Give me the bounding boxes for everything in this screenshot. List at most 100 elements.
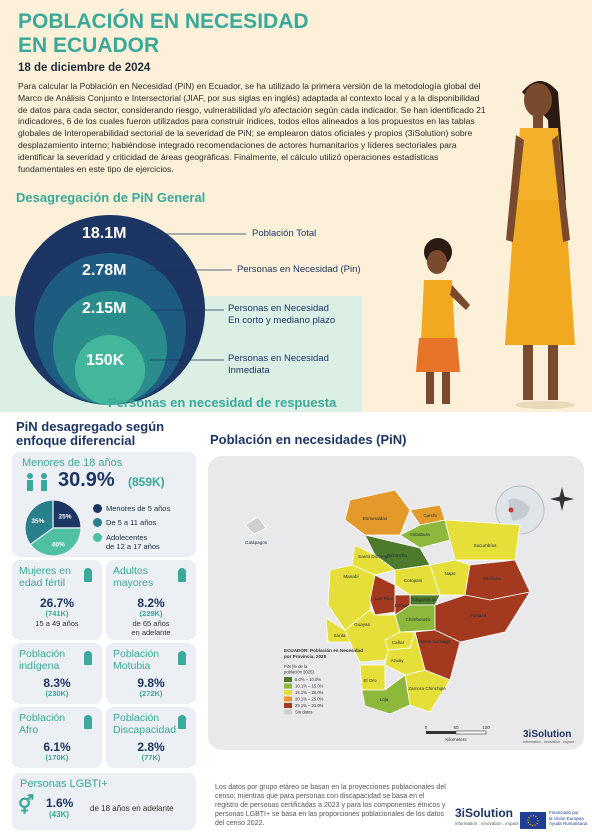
province-label: Tungurahua <box>411 597 436 602</box>
province-label: Pastaza <box>470 613 487 618</box>
circle-immediate <box>75 335 145 405</box>
province-label: Pichincha <box>387 553 407 558</box>
legend-swatch <box>93 533 102 542</box>
legend-label: 25.1% – 31.0% <box>295 703 324 708</box>
woman-neck <box>533 114 543 128</box>
province-label: Santa Elena <box>333 633 358 638</box>
card-title: Discapacidad <box>113 724 177 736</box>
legend-label: Adolecentes <box>106 533 148 542</box>
scale-segment <box>455 730 487 735</box>
date: 18 de diciembre de 2024 <box>18 62 151 74</box>
card-title: Motubia <box>113 660 151 672</box>
card-title: Personas LGBTI+ <box>20 778 108 790</box>
girl-leg <box>426 372 434 404</box>
province-label: Sucumbíos <box>474 543 498 548</box>
girl-skirt <box>416 338 460 372</box>
legend-label: De 5 a 11 años <box>106 518 157 527</box>
province-label: El Oro <box>363 678 376 683</box>
card-percent: 30.9% <box>58 469 115 491</box>
card-title: Población <box>19 712 66 724</box>
level-label: Inmediata <box>228 365 270 376</box>
woman-arm <box>552 135 570 242</box>
icon <box>27 480 33 491</box>
province <box>351 544 396 576</box>
card-title: mayores <box>113 577 154 589</box>
section-title: PiN desagregado según enfoque diferencia… <box>16 420 164 448</box>
legend-label: Menores de 5 años <box>106 504 171 513</box>
card-note: de 18 años en adelante <box>90 804 174 813</box>
province <box>369 574 396 616</box>
province-label: Cañar <box>392 640 405 645</box>
province <box>444 519 521 561</box>
eu-stars <box>527 814 539 827</box>
woman-arm <box>506 135 524 242</box>
woman-top <box>515 128 565 200</box>
level-value: 150K <box>86 352 125 369</box>
girl-head <box>427 250 447 274</box>
person-icons <box>27 473 47 491</box>
card-count: (859K) <box>128 475 165 489</box>
province-label: Azuay <box>391 658 404 663</box>
province-label: Zamora Chinchipe <box>408 686 446 691</box>
woman-leg <box>548 345 558 400</box>
eu-line: la Unión Europea <box>549 815 584 821</box>
pie-label: 35% <box>31 518 44 525</box>
card-icon <box>84 568 92 582</box>
province-label: Orellana <box>483 576 501 581</box>
card-note: de 65 años <box>132 619 170 628</box>
girl-arm <box>450 285 470 310</box>
icon <box>41 480 47 491</box>
eu-text: Financiado por la Unión Europea Ayuda Hu… <box>549 810 587 827</box>
province-label: Santo Domingo <box>358 554 390 559</box>
legend-swatch <box>284 703 292 708</box>
level-label: Personas en Necesidad <box>228 303 329 314</box>
legend-swatch <box>284 677 292 682</box>
scale-label: 100 <box>482 725 490 730</box>
legend-label: 5.0% – 10.0% <box>295 677 321 682</box>
card-icon <box>178 568 186 582</box>
pie-slice <box>24 499 54 546</box>
province-label: Manabí <box>343 574 359 579</box>
compass-needle <box>550 496 574 502</box>
province-label: Cotopaxi <box>404 578 422 583</box>
card-percent: 2.8% <box>137 740 165 754</box>
province <box>361 674 411 715</box>
eu-line: Financiado por <box>549 810 579 815</box>
title-line: EN ECUADOR <box>18 34 160 57</box>
girl-leg <box>442 372 450 404</box>
card-note: 15 a 49 años <box>35 619 79 628</box>
pie-label: 40% <box>52 542 65 549</box>
card-percent: 9.8% <box>137 676 165 690</box>
level-label: Personas en Necesidad (Pin) <box>237 264 361 275</box>
card-count: (229K) <box>139 609 163 618</box>
legend-label: de 12 a 17 años <box>106 542 160 551</box>
card-title: Población <box>113 712 160 724</box>
card-count: (77K) <box>141 753 161 762</box>
icon <box>27 473 33 479</box>
level-label: Personas en Necesidad <box>228 353 329 364</box>
legend-swatch <box>93 504 102 513</box>
legend-swatch <box>284 709 292 715</box>
card-note: en adelante <box>131 628 171 637</box>
globe-land <box>508 498 530 521</box>
card-percent: 8.2% <box>137 596 165 610</box>
gender-icon: ⚥ <box>18 795 35 815</box>
province-label: Guayas <box>354 622 371 627</box>
province-label: Imbabura <box>410 532 430 537</box>
legend-title: ECUADOR: Población en Necesidad <box>284 648 363 653</box>
card-count: (170K) <box>45 753 69 762</box>
card-title: Menores de 18 años <box>22 457 123 469</box>
province-label: Morona Santiago <box>416 639 451 644</box>
card-title: Mujeres en <box>19 565 71 577</box>
woman-leg <box>523 345 533 400</box>
scale-bar <box>426 730 487 735</box>
legend-label: 10.1% – 15.0% <box>295 684 324 689</box>
title-line: PiN desagregado según <box>16 419 165 434</box>
pie-label: 25% <box>59 513 72 520</box>
woman-head <box>524 83 552 117</box>
province-label: Los Ríos <box>375 596 394 601</box>
page-title: POBLACIÓN EN NECESIDAD EN ECUADOR <box>18 10 309 58</box>
province-label: Loja <box>380 697 389 702</box>
eu-line: Ayuda Humanitaria <box>549 821 588 826</box>
